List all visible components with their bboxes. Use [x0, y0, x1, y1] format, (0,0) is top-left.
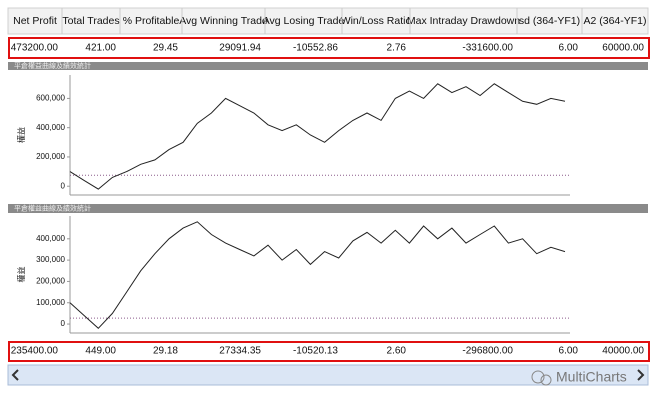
y-tick-label: 600,000	[36, 94, 65, 103]
watermark: MultiCharts	[556, 369, 627, 385]
cell: -296800.00	[462, 346, 513, 357]
cell: -10552.86	[293, 43, 338, 54]
cell: -331600.00	[462, 43, 513, 54]
cell: 2.76	[387, 43, 407, 54]
cell: -10520.13	[293, 346, 338, 357]
scrollbar[interactable]	[7, 364, 649, 386]
cell: 27334.35	[219, 346, 261, 357]
header-row	[7, 7, 649, 35]
cell: 6.00	[559, 346, 579, 357]
y-axis-label: 權益	[16, 127, 26, 143]
y-tick-label: 400,000	[36, 123, 65, 132]
column-header: A2 (364-YF1)	[583, 15, 646, 27]
panel-title: 平倉權益曲線及績效統計	[14, 61, 91, 70]
cell: 40000.00	[602, 346, 644, 357]
column-header: Win/Loss Ratio	[341, 15, 412, 27]
wechat-icon	[531, 370, 545, 384]
cell: 60000.00	[602, 43, 644, 54]
highlight-box	[8, 341, 650, 362]
y-tick-label: 0	[61, 181, 66, 190]
highlight-box	[8, 37, 650, 59]
wechat-icon	[540, 374, 552, 386]
column-header: Max Intraday Drawdown	[407, 15, 520, 27]
cell: 29.18	[153, 346, 178, 357]
equity-line	[69, 221, 566, 329]
y-tick-label: 0	[61, 319, 66, 328]
cell: 6.00	[559, 43, 579, 54]
scroll-left[interactable]	[11, 369, 19, 381]
y-tick-label: 200,000	[36, 152, 65, 161]
column-header: sd (364-YF1)	[519, 15, 580, 27]
scroll-right[interactable]	[637, 369, 645, 381]
column-header: Total Trades	[62, 15, 119, 27]
cell: 235400.00	[11, 346, 59, 357]
panel-bar	[8, 204, 648, 213]
column-header: Avg Winning Trade	[179, 15, 268, 27]
y-axis-label: 權益	[16, 267, 26, 283]
column-header: Avg Losing Trade	[263, 15, 345, 27]
y-tick-label: 300,000	[36, 255, 65, 264]
cell: 421.00	[85, 43, 116, 54]
column-header: % Profitable	[123, 15, 180, 27]
panel-title: 平倉權益曲線及績效統計	[14, 203, 91, 212]
panel-bar	[8, 62, 648, 70]
column-header: Net Profit	[13, 15, 57, 27]
y-tick-label: 100,000	[36, 298, 65, 307]
cell: 449.00	[85, 346, 116, 357]
cell: 29091.94	[219, 43, 261, 54]
y-tick-label: 200,000	[36, 277, 65, 286]
cell: 29.45	[153, 43, 178, 54]
y-tick-label: 400,000	[36, 234, 65, 243]
cell: 473200.00	[11, 43, 59, 54]
equity-line	[69, 83, 566, 190]
cell: 2.60	[387, 346, 407, 357]
